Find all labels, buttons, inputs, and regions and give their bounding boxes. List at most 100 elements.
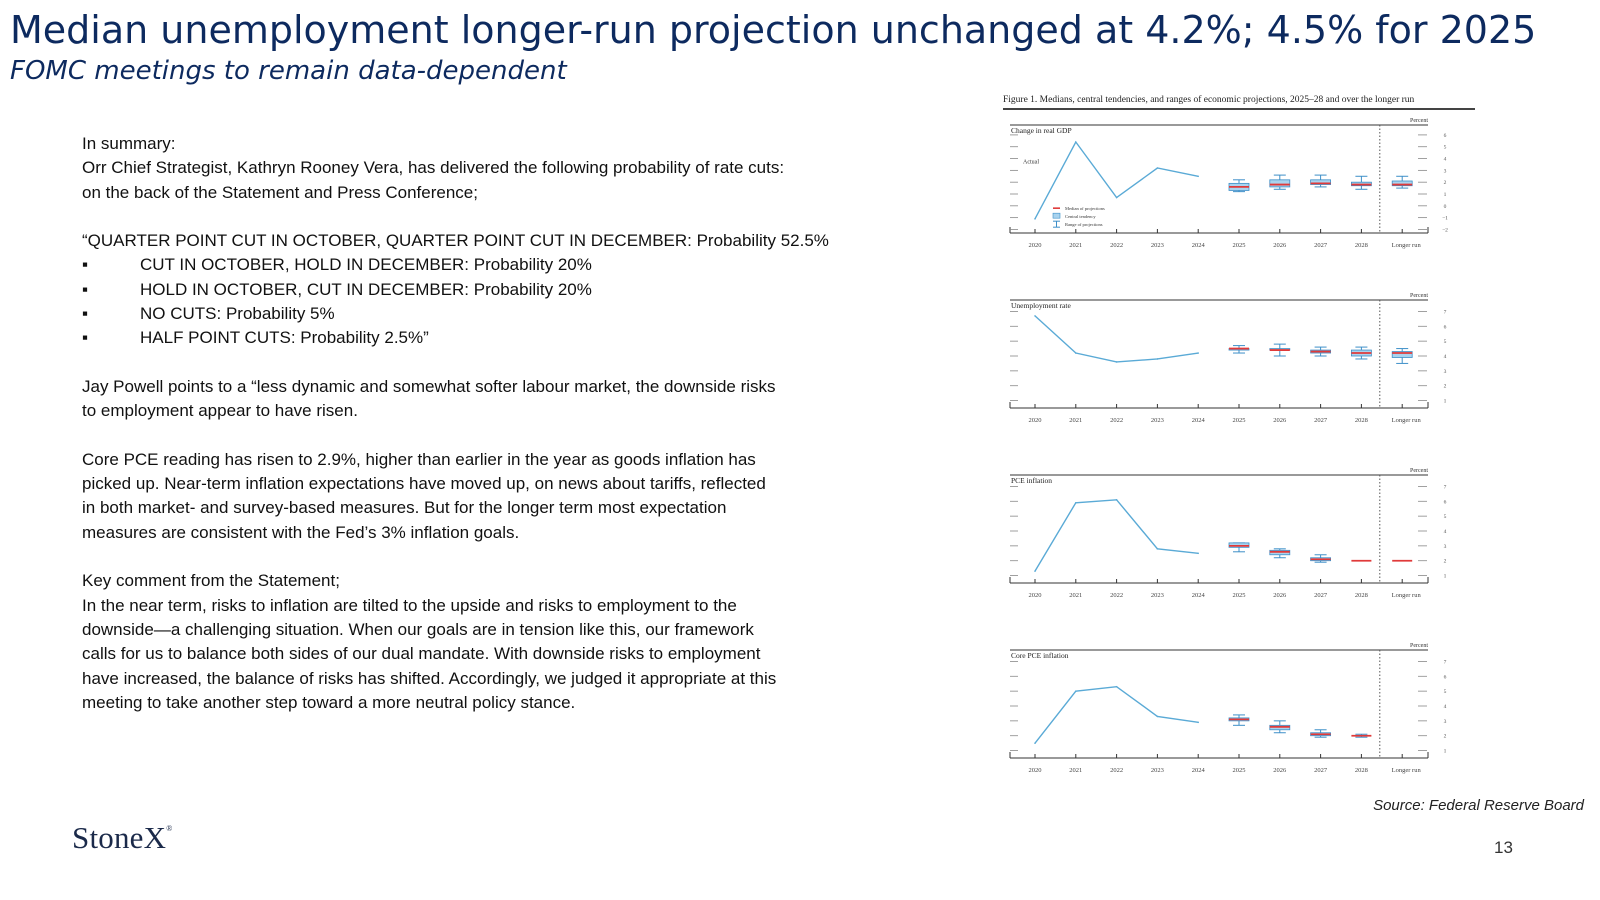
projection-mark [1351, 733, 1372, 738]
x-tick-label: 2027 [1314, 592, 1328, 599]
bullet-marker: ▪ [82, 328, 89, 348]
actual-point [1197, 721, 1199, 724]
x-tick-label: 2023 [1151, 417, 1164, 424]
intro-line-1: In summary: [82, 134, 176, 153]
y-tick-label: 5 [1444, 689, 1447, 695]
y-tick-label: 6 [1444, 499, 1447, 505]
x-tick-label: 2025 [1233, 417, 1246, 424]
key-line-2: In the near term, risks to inflation are… [82, 595, 737, 615]
powell-line-1: Jay Powell points to a “less dynamic and… [82, 376, 776, 396]
pce-line-4: measures are consistent with the Fed’s 3… [82, 522, 520, 542]
y-tick-label: 6 [1444, 674, 1447, 680]
projection-chart-svg: Percent Unemployment rate 7 6 5 4 3 2 1 2020 2021 2… [1009, 293, 1447, 424]
core-pce-inflation-chart-panel: Percent Core PCE inflation 7 6 5 4 3 2 1 2020 2021… [1003, 640, 1475, 810]
x-tick-label: 2026 [1273, 242, 1287, 249]
x-tick-label: 2028 [1355, 767, 1368, 774]
x-tick-label: Longer run [1392, 242, 1422, 249]
x-tick-label: 2022 [1110, 592, 1123, 599]
x-tick-label: 2027 [1314, 242, 1328, 249]
actual-point [1156, 548, 1159, 550]
pce-line-1: Core PCE reading has risen to 2.9%, high… [82, 449, 756, 469]
central-tendency-box [1391, 180, 1413, 187]
projection-mark [1310, 729, 1332, 738]
y-tick-label: 7 [1444, 659, 1447, 665]
actual-point [1075, 690, 1077, 692]
x-tick-label: 2024 [1192, 242, 1206, 249]
x-tick-label: 2025 [1233, 592, 1246, 599]
x-tick-label: 2026 [1273, 767, 1287, 774]
y-tick-label: 6 [1444, 133, 1447, 139]
y-tick-label: 3 [1444, 168, 1447, 174]
quote-head: “QUARTER POINT CUT IN OCTOBER, QUARTER P… [82, 231, 829, 251]
x-tick-label: 2025 [1233, 242, 1246, 249]
projection-mark [1310, 346, 1332, 357]
x-tick-label: Longer run [1392, 417, 1422, 424]
central-tendency-box [1269, 179, 1291, 188]
x-tick-label: 2020 [1029, 242, 1042, 249]
actual-series-line [1034, 315, 1199, 363]
x-tick-label: 2023 [1151, 767, 1164, 774]
bullet-marker: ▪ [82, 279, 89, 299]
x-tick-label: 2021 [1069, 417, 1082, 424]
bullet-marker: ▪ [82, 304, 89, 324]
bullet-text: HOLD IN OCTOBER, CUT IN DECEMBER: Probab… [140, 279, 592, 299]
intro-line-2: Orr Chief Strategist, Kathryn Rooney Ver… [82, 158, 785, 178]
x-tick-label: 2020 [1029, 417, 1042, 424]
projection-mark [1269, 548, 1291, 559]
projection-mark [1391, 175, 1413, 189]
y-tick-label: 6 [1444, 324, 1447, 330]
panel-title: Core PCE inflation [1011, 651, 1069, 660]
x-tick-label: 2023 [1151, 592, 1164, 599]
legend-range-label: Range of projections [1065, 222, 1103, 227]
legend-central-label: Central tendency [1065, 214, 1096, 219]
central-tendency-box [1310, 179, 1332, 185]
x-tick-label: Longer run [1392, 592, 1422, 599]
actual-point [1075, 501, 1077, 504]
commentary-text: In summary: Orr Chief Strategist, Kathry… [82, 132, 882, 715]
y-tick-label: 1 [1444, 574, 1447, 580]
actual-point [1075, 141, 1077, 143]
projection-mark [1269, 343, 1291, 357]
key-line-4: calls for us to balance both sides of ou… [82, 644, 761, 664]
pce-line-2: picked up. Near-term inflation expectati… [82, 474, 766, 494]
x-tick-label: 2020 [1029, 767, 1042, 774]
actual-point [1034, 315, 1036, 317]
y-tick-label: 1 [1444, 399, 1447, 405]
panel-title: Unemployment rate [1011, 301, 1071, 310]
slide-title: Median unemployment longer-run projectio… [10, 8, 1537, 52]
unit-label: Percent [1410, 293, 1428, 299]
projection-chart-svg: Percent Change in real GDP 6 5 4 3 2 1 0 −1 −2 2020… [1009, 118, 1448, 249]
actual-point [1034, 570, 1036, 572]
y-tick-label: 4 [1444, 704, 1447, 710]
figure-caption: Figure 1. Medians, central tendencies, a… [1003, 95, 1415, 105]
stonex-logo: StoneX® [72, 820, 172, 856]
x-tick-label: 2020 [1029, 592, 1042, 599]
projection-mark [1228, 714, 1250, 726]
x-tick-label: 2028 [1355, 592, 1368, 599]
bullet-item: ▪ HOLD IN OCTOBER, CUT IN DECEMBER: Proba… [82, 278, 882, 302]
key-line-6: meeting to take another step toward a mo… [82, 692, 576, 712]
pce-inflation-chart-panel: Percent PCE inflation 7 6 5 4 3 2 1 2020 2021 2022 2… [1003, 465, 1475, 635]
x-tick-label: 2028 [1355, 417, 1368, 424]
legend-median-label: Median of projections [1065, 206, 1105, 211]
source-note: Source: Federal Reserve Board [1373, 797, 1584, 814]
bullet-item: ▪ CUT IN OCTOBER, HOLD IN DECEMBER: Proba… [82, 253, 882, 277]
intro-line-3: on the back of the Statement and Press C… [82, 182, 478, 202]
x-tick-label: 2021 [1069, 767, 1082, 774]
bullet-text: CUT IN OCTOBER, HOLD IN DECEMBER: Probab… [140, 255, 592, 275]
y-tick-label: 2 [1444, 734, 1447, 740]
projection-mark [1269, 174, 1291, 190]
page-number: 13 [1494, 838, 1513, 857]
y-tick-label: 4 [1444, 354, 1447, 360]
powell-line-2: to employment appear to have risen. [82, 401, 358, 421]
figure-rule [1003, 108, 1475, 110]
x-tick-label: 2022 [1110, 767, 1123, 774]
x-tick-label: 2024 [1192, 417, 1206, 424]
panel-title: PCE inflation [1011, 476, 1052, 485]
x-tick-label: 2024 [1192, 767, 1206, 774]
actual-point [1197, 175, 1199, 178]
y-tick-label: 3 [1444, 719, 1447, 725]
y-tick-label: −1 [1442, 216, 1448, 222]
y-tick-label: 2 [1444, 384, 1447, 390]
projection-mark [1269, 720, 1291, 734]
